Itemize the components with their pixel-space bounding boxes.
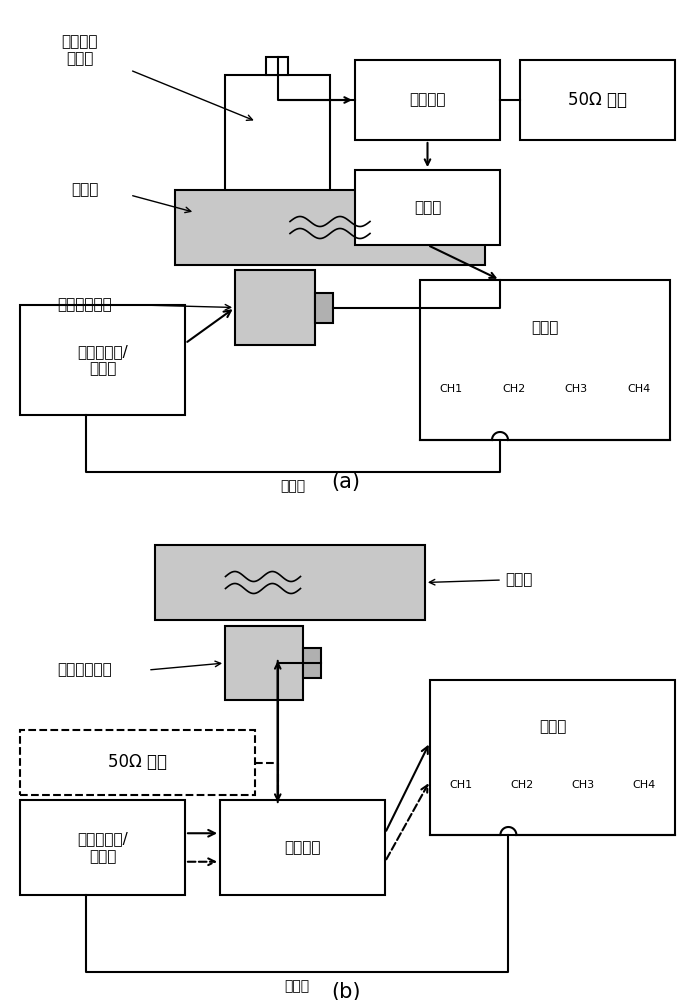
Text: 铝试样: 铝试样 [505, 572, 532, 587]
Bar [20, 800, 185, 895]
Text: 同步线: 同步线 [285, 979, 310, 993]
Text: CH1: CH1 [439, 384, 463, 394]
Text: 50Ω 电阻: 50Ω 电阻 [108, 754, 167, 772]
Text: 脉冲发生器/
接收器: 脉冲发生器/ 接收器 [77, 831, 128, 864]
Text: 接触式换能器: 接触式换能器 [58, 298, 112, 312]
Text: CH4: CH4 [627, 384, 650, 394]
Bar [20, 305, 185, 415]
Bar [175, 190, 485, 265]
Text: 50Ω 电阻: 50Ω 电阻 [568, 91, 627, 109]
Bar [225, 75, 330, 230]
Bar [155, 545, 425, 620]
Text: 铝试样: 铝试样 [71, 182, 98, 198]
Text: CH2: CH2 [510, 780, 534, 790]
Bar [20, 730, 255, 795]
Text: 脉冲发生器/
接收器: 脉冲发生器/ 接收器 [77, 344, 128, 376]
Text: CH2: CH2 [502, 384, 525, 394]
Bar [430, 680, 675, 835]
Text: 放大器: 放大器 [414, 200, 441, 215]
Bar [235, 270, 315, 345]
Text: 电流探针: 电流探针 [284, 840, 321, 855]
Text: 示波器: 示波器 [532, 320, 559, 336]
Text: 电流探针: 电流探针 [410, 93, 446, 107]
Bar [420, 280, 670, 440]
Text: 示波器: 示波器 [539, 719, 566, 734]
Text: 同步线: 同步线 [281, 479, 306, 493]
Bar [225, 626, 303, 700]
Bar [520, 60, 675, 140]
Text: 空气耦合
换能器: 空气耦合 换能器 [62, 34, 98, 66]
Bar [303, 648, 321, 678]
Text: CH3: CH3 [572, 780, 595, 790]
Text: CH4: CH4 [633, 780, 656, 790]
Text: 接触式换能器: 接触式换能器 [58, 662, 112, 678]
Text: CH1: CH1 [449, 780, 472, 790]
Text: (a): (a) [331, 472, 360, 492]
Bar [315, 292, 333, 322]
Bar [355, 60, 500, 140]
Bar [220, 800, 385, 895]
Bar [266, 57, 288, 75]
Bar [355, 170, 500, 245]
Text: CH3: CH3 [565, 384, 588, 394]
Text: (b): (b) [331, 982, 361, 1000]
